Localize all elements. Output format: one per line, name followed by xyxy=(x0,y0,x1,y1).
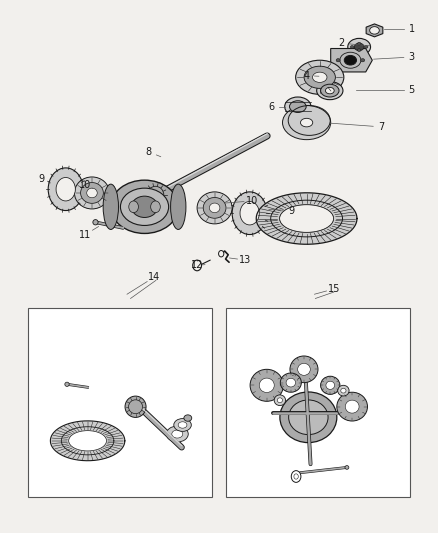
Ellipse shape xyxy=(354,43,364,51)
Ellipse shape xyxy=(298,364,310,375)
Ellipse shape xyxy=(209,203,220,213)
Ellipse shape xyxy=(279,205,334,232)
Ellipse shape xyxy=(69,431,106,451)
Ellipse shape xyxy=(326,381,335,390)
Text: 9: 9 xyxy=(288,206,294,215)
Ellipse shape xyxy=(147,186,164,204)
Ellipse shape xyxy=(172,430,183,438)
Text: 3: 3 xyxy=(409,52,415,62)
Circle shape xyxy=(294,474,298,479)
Ellipse shape xyxy=(370,27,379,34)
Ellipse shape xyxy=(203,197,226,219)
Ellipse shape xyxy=(357,43,361,45)
Ellipse shape xyxy=(81,182,103,203)
Ellipse shape xyxy=(50,421,125,461)
Ellipse shape xyxy=(184,415,192,421)
Ellipse shape xyxy=(256,193,357,244)
Text: 2: 2 xyxy=(339,38,345,48)
Polygon shape xyxy=(331,49,372,72)
Ellipse shape xyxy=(56,177,75,201)
Ellipse shape xyxy=(360,59,364,62)
Ellipse shape xyxy=(48,168,83,211)
Ellipse shape xyxy=(197,192,232,224)
Ellipse shape xyxy=(74,177,110,209)
Ellipse shape xyxy=(344,55,357,65)
Text: 4: 4 xyxy=(304,71,310,80)
Text: 13: 13 xyxy=(239,255,251,265)
Ellipse shape xyxy=(143,182,167,208)
Ellipse shape xyxy=(274,395,286,406)
Ellipse shape xyxy=(174,418,191,431)
Polygon shape xyxy=(366,24,383,37)
Ellipse shape xyxy=(357,49,361,51)
Ellipse shape xyxy=(345,466,349,469)
Ellipse shape xyxy=(337,392,367,421)
Ellipse shape xyxy=(350,46,354,48)
Circle shape xyxy=(193,260,201,271)
Ellipse shape xyxy=(338,385,349,396)
Ellipse shape xyxy=(286,378,296,387)
Ellipse shape xyxy=(129,201,138,213)
Ellipse shape xyxy=(120,188,169,225)
Ellipse shape xyxy=(290,101,306,112)
Text: 10: 10 xyxy=(246,196,258,206)
Ellipse shape xyxy=(128,400,142,414)
Bar xyxy=(28,308,212,497)
Ellipse shape xyxy=(325,87,334,94)
Ellipse shape xyxy=(69,431,106,451)
Ellipse shape xyxy=(103,184,118,229)
Bar xyxy=(226,308,410,497)
Ellipse shape xyxy=(111,180,179,233)
Ellipse shape xyxy=(151,201,160,213)
Ellipse shape xyxy=(348,38,371,55)
Ellipse shape xyxy=(283,106,331,140)
Ellipse shape xyxy=(166,426,188,442)
Ellipse shape xyxy=(65,382,69,386)
Ellipse shape xyxy=(289,400,328,434)
Text: 5: 5 xyxy=(409,85,415,94)
Circle shape xyxy=(219,251,224,257)
Ellipse shape xyxy=(296,60,344,94)
Text: 6: 6 xyxy=(268,102,275,111)
Ellipse shape xyxy=(321,84,339,97)
Ellipse shape xyxy=(341,388,346,393)
Ellipse shape xyxy=(250,369,283,401)
Ellipse shape xyxy=(364,46,368,48)
Text: 11: 11 xyxy=(79,230,92,239)
Ellipse shape xyxy=(178,422,187,428)
Ellipse shape xyxy=(277,398,283,402)
Ellipse shape xyxy=(300,118,313,127)
Ellipse shape xyxy=(93,220,98,225)
Ellipse shape xyxy=(87,188,97,198)
Circle shape xyxy=(291,471,301,482)
Ellipse shape xyxy=(317,82,343,100)
Ellipse shape xyxy=(304,66,336,88)
Ellipse shape xyxy=(171,184,186,229)
Text: 15: 15 xyxy=(328,284,340,294)
Text: 14: 14 xyxy=(148,272,160,282)
Ellipse shape xyxy=(285,97,311,116)
Ellipse shape xyxy=(280,373,301,392)
Ellipse shape xyxy=(279,205,334,232)
Ellipse shape xyxy=(321,376,340,394)
Ellipse shape xyxy=(125,396,146,417)
Text: 7: 7 xyxy=(378,122,384,132)
Text: 12: 12 xyxy=(191,261,203,270)
Ellipse shape xyxy=(240,201,259,225)
Text: 8: 8 xyxy=(146,147,152,157)
Ellipse shape xyxy=(131,196,158,217)
Ellipse shape xyxy=(232,192,267,235)
Text: 10: 10 xyxy=(79,180,92,190)
Text: 1: 1 xyxy=(409,25,415,34)
Ellipse shape xyxy=(259,378,274,392)
Ellipse shape xyxy=(345,400,359,413)
Ellipse shape xyxy=(336,59,340,62)
Text: 9: 9 xyxy=(39,174,45,183)
Ellipse shape xyxy=(290,356,318,383)
Ellipse shape xyxy=(313,72,327,83)
Ellipse shape xyxy=(280,392,337,442)
